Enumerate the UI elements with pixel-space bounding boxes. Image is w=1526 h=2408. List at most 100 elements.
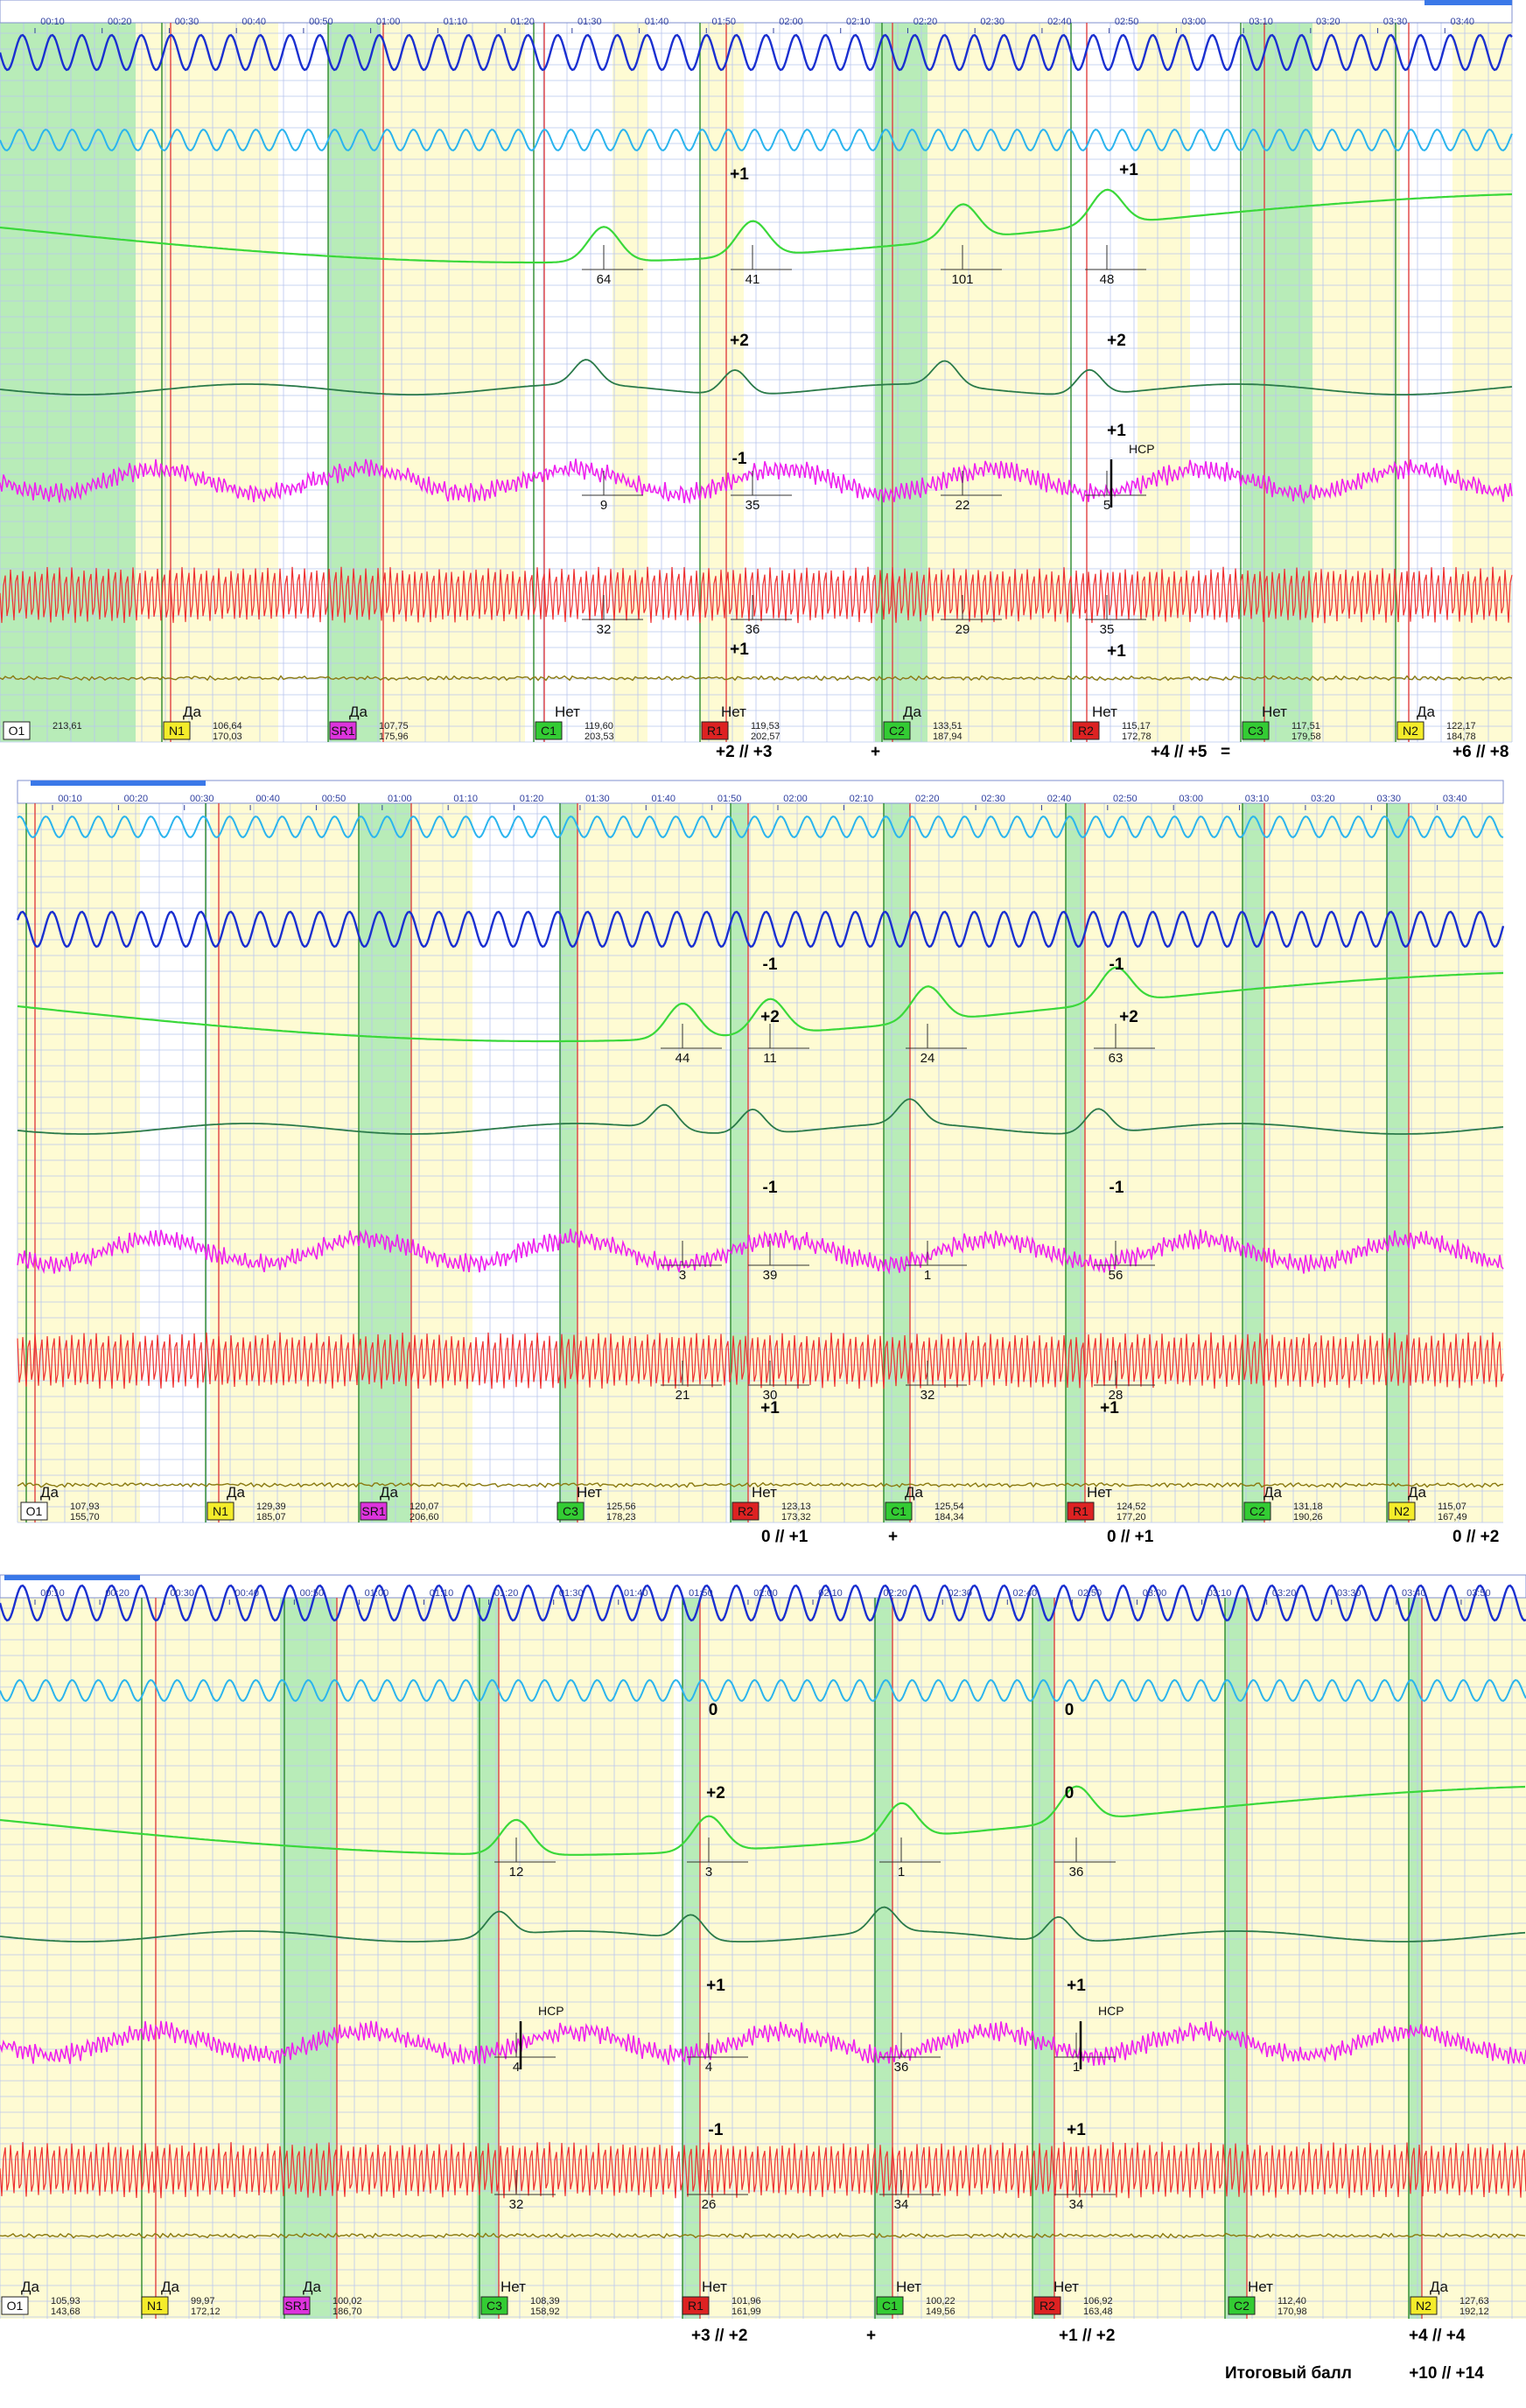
artifact-label: НСР — [1098, 2004, 1124, 2018]
question-value-2: 172,12 — [191, 2306, 220, 2317]
cumulative-score: +1 // +2 — [1059, 2327, 1115, 2345]
cardio-value: 39 — [763, 1268, 778, 1283]
time-tick-label: 03:30 — [1383, 17, 1408, 27]
question-value-2: 170,98 — [1278, 2306, 1307, 2317]
grid-lines — [0, 1575, 1526, 2319]
question-value-1: 129,39 — [256, 1502, 286, 1512]
cumulative-score: 0 // +1 — [761, 1528, 808, 1546]
question-tag — [20, 1502, 48, 1521]
answer-label: Да — [905, 1484, 924, 1501]
ekg-value: 32 — [920, 1388, 935, 1403]
score-label: +2 — [730, 332, 749, 350]
question-value-1: 106,64 — [213, 721, 242, 732]
time-tick-label: 01:20 — [520, 794, 544, 804]
band-yellow — [612, 0, 648, 742]
band-yellow — [700, 1575, 875, 2319]
band-yellow — [1138, 0, 1190, 742]
question-value-1: 213,61 — [52, 721, 82, 732]
question-tag-label: C2 — [889, 724, 905, 738]
question-tag-label: C3 — [563, 1504, 578, 1518]
time-tick-label: 02:00 — [779, 17, 803, 27]
time-tick-label: 02:00 — [753, 1588, 778, 1599]
band-yellow — [1247, 1575, 1409, 2319]
band-green — [682, 1575, 700, 2319]
time-tick-label: 01:10 — [430, 1588, 454, 1599]
answer-label: Нет — [752, 1484, 777, 1501]
band-yellow — [1452, 0, 1512, 742]
band-green — [0, 0, 136, 742]
band-yellow — [1085, 780, 1242, 1522]
time-tick-label: 00:10 — [40, 1588, 65, 1599]
motion-trace — [17, 1481, 1504, 1488]
question-value-1: 119,53 — [751, 721, 780, 732]
question-value-1: 112,40 — [1278, 2296, 1306, 2306]
band-yellow — [381, 0, 525, 742]
question-value-1: 107,75 — [379, 721, 409, 732]
question-tag — [885, 1502, 913, 1521]
question-value-2: 173,32 — [781, 1512, 811, 1522]
question-tag — [701, 721, 729, 740]
score-label: -1 — [1110, 956, 1124, 974]
band-green — [1066, 780, 1085, 1522]
gsr-value: 64 — [597, 272, 612, 287]
answer-label: Да — [1417, 704, 1436, 720]
question-tag-label: R1 — [1073, 1504, 1088, 1518]
ekg-value: 32 — [509, 2197, 524, 2212]
question-tag-label: N1 — [169, 724, 185, 738]
ekg-value: 35 — [1100, 622, 1115, 637]
question-value-1: 115,17 — [1122, 721, 1151, 732]
time-tick-label: 00:10 — [40, 17, 65, 27]
ekg-value: 26 — [702, 2197, 717, 2212]
time-tick-label: 02:20 — [914, 17, 938, 27]
ekg-trace — [0, 566, 1513, 624]
question-tag-label: R2 — [1040, 2299, 1055, 2313]
breathing-thoracic-trace — [0, 1584, 1526, 1622]
band-green — [560, 780, 578, 1522]
question-value-1: 107,93 — [70, 1502, 100, 1512]
cumulative-score: +2 // +3 — [716, 743, 772, 761]
answer-label: Нет — [577, 1484, 602, 1501]
gsr-trace — [0, 1785, 1526, 1856]
gsr-value: 36 — [1069, 1865, 1084, 1880]
cumulative-score: +4 // +4 — [1409, 2327, 1466, 2345]
question-value-2: 175,96 — [379, 732, 409, 742]
progress-strip — [31, 780, 206, 786]
time-tick-label: 02:10 — [846, 17, 871, 27]
question-value-2: 184,34 — [934, 1512, 964, 1522]
question-value-2: 179,58 — [1292, 732, 1321, 742]
cardio-value: 9 — [600, 498, 607, 513]
breathing-abdominal-trace — [17, 816, 1504, 838]
gsr-value: 1 — [898, 1865, 905, 1880]
band-yellow — [1264, 780, 1387, 1522]
question-value-1: 101,96 — [732, 2296, 761, 2306]
question-value-2: 187,94 — [933, 732, 962, 742]
question-value-1: 117,51 — [1292, 721, 1320, 732]
question-value-2: 149,56 — [926, 2306, 956, 2317]
score-label: +2 — [1119, 1008, 1138, 1026]
question-tag-label: R2 — [738, 1504, 753, 1518]
panel-1 — [0, 0, 1513, 743]
band-green — [359, 780, 411, 1522]
artifact-label: НСР — [1129, 442, 1155, 456]
cardio-value: 35 — [746, 498, 760, 513]
time-tick-label: 01:50 — [712, 17, 737, 27]
time-tick-label: 02:10 — [850, 794, 874, 804]
panel-3 — [0, 1574, 1526, 2319]
question-tag — [283, 2296, 311, 2315]
question-value-2: 203,53 — [584, 732, 614, 742]
plethysmograph-trace — [17, 1098, 1504, 1135]
question-value-2: 186,70 — [332, 2306, 362, 2317]
time-tick-label: 00:50 — [300, 1588, 325, 1599]
time-tick-label: 03:10 — [1245, 794, 1270, 804]
plethysmograph-trace — [0, 1906, 1526, 1942]
gsr-value: 41 — [746, 272, 760, 287]
time-tick-label: 02:30 — [948, 1588, 972, 1599]
answer-label: Да — [1408, 1484, 1427, 1501]
time-tick-label: 03:40 — [1451, 17, 1475, 27]
question-tag-label: R1 — [707, 724, 723, 738]
cardio-value: 22 — [956, 498, 970, 513]
time-tick-label: 03:40 — [1443, 794, 1467, 804]
time-tick-label: 01:40 — [624, 1588, 648, 1599]
band-green — [731, 780, 748, 1522]
